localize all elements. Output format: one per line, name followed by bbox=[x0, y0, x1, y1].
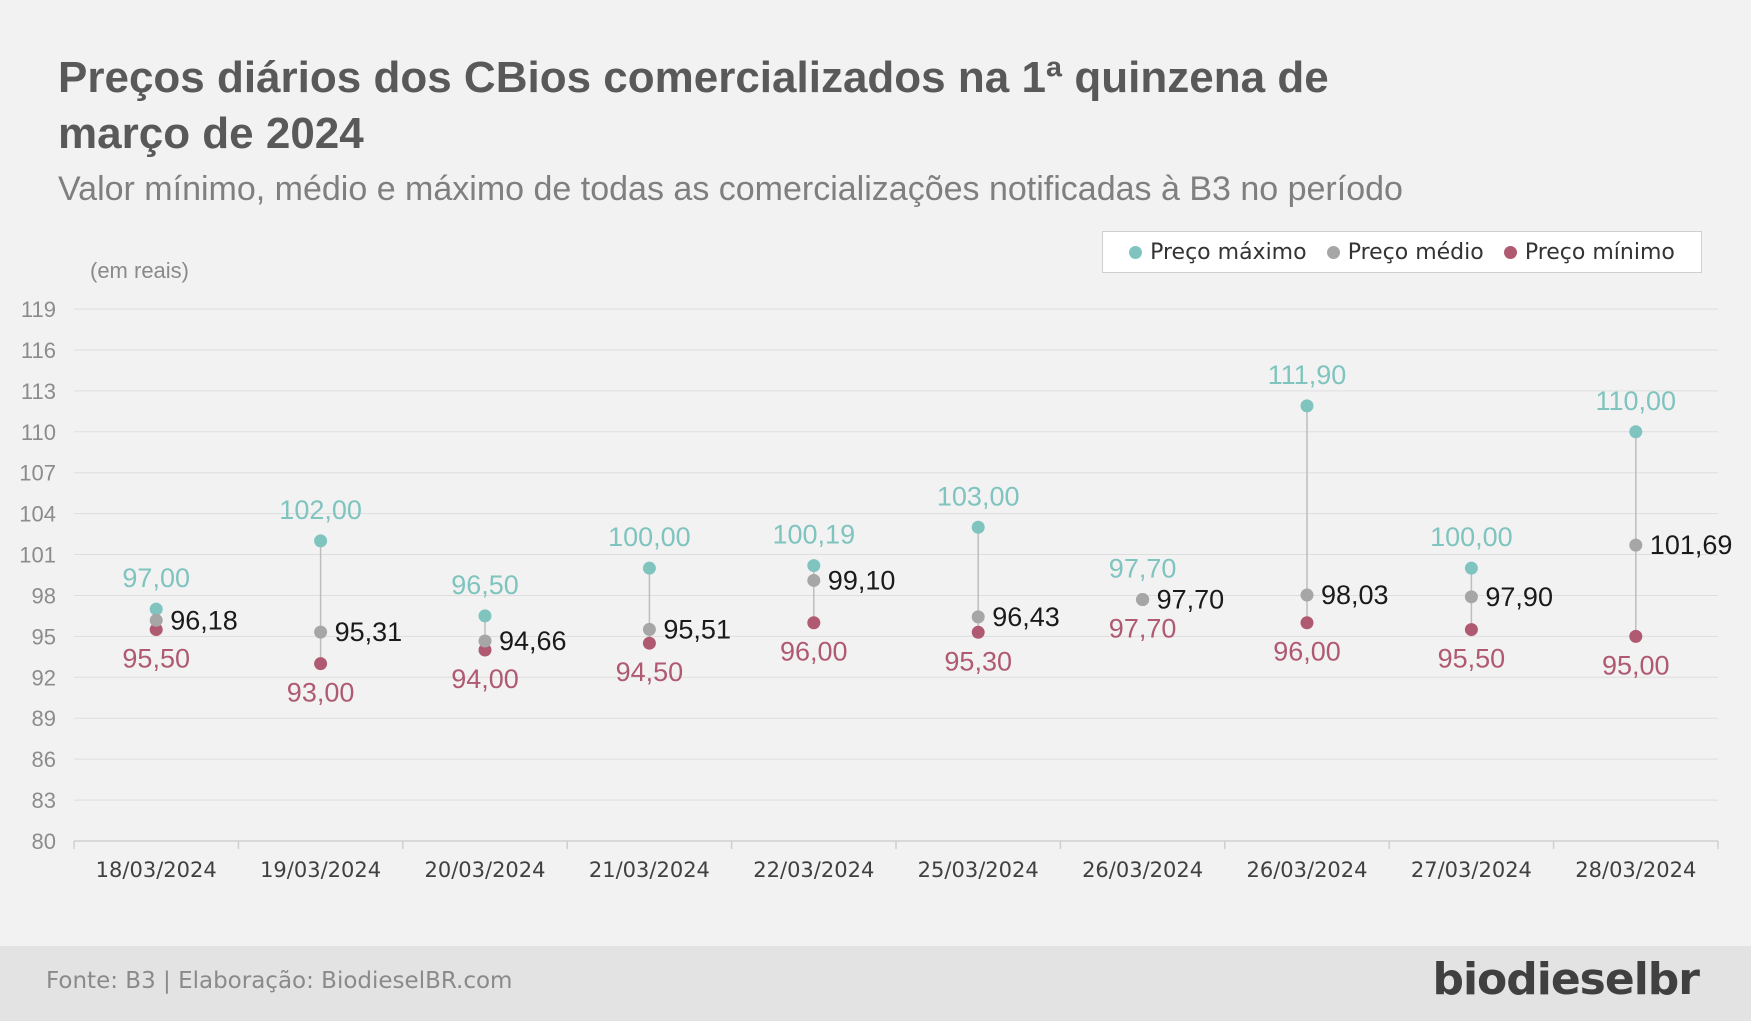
min-data-label: 96,00 bbox=[780, 637, 848, 667]
y-tick-label: 110 bbox=[21, 420, 56, 445]
legend-item-max: Preço máximo bbox=[1129, 239, 1307, 265]
max-data-label: 103,00 bbox=[937, 481, 1020, 511]
x-tick-label: 27/03/2024 bbox=[1411, 858, 1532, 882]
avg-point bbox=[478, 634, 492, 648]
y-tick-label: 104 bbox=[19, 502, 56, 527]
max-point bbox=[478, 609, 492, 623]
min-data-label: 95,50 bbox=[1438, 644, 1506, 674]
x-tick-label: 18/03/2024 bbox=[96, 858, 217, 882]
max-data-label: 97,70 bbox=[1109, 554, 1177, 584]
avg-data-label: 94,66 bbox=[499, 626, 567, 656]
min-point bbox=[971, 625, 985, 639]
y-tick-label: 89 bbox=[32, 706, 56, 731]
min-point bbox=[314, 657, 328, 671]
min-point bbox=[478, 643, 492, 657]
max-data-label: 97,00 bbox=[122, 563, 190, 593]
avg-data-label: 101,69 bbox=[1650, 530, 1733, 560]
max-point bbox=[149, 602, 163, 616]
min-data-label: 97,70 bbox=[1109, 614, 1177, 644]
max-data-label: 111,90 bbox=[1268, 360, 1347, 390]
avg-point bbox=[642, 622, 656, 636]
max-point bbox=[807, 559, 821, 573]
avg-data-label: 96,43 bbox=[992, 602, 1060, 632]
min-data-label: 95,00 bbox=[1602, 650, 1670, 680]
avg-point bbox=[807, 573, 821, 587]
x-tick-label: 20/03/2024 bbox=[424, 858, 545, 882]
x-tick-label: 25/03/2024 bbox=[918, 858, 1039, 882]
legend: Preço máximo Preço médio Preço mínimo bbox=[1102, 231, 1702, 273]
legend-min-dot-icon bbox=[1503, 245, 1517, 259]
legend-item-avg: Preço médio bbox=[1326, 239, 1484, 265]
avg-point bbox=[1136, 593, 1150, 607]
avg-data-label: 95,31 bbox=[335, 617, 403, 647]
avg-data-label: 96,18 bbox=[170, 605, 238, 635]
chart-plot: 80 83 86 89 92 95 98 101 104 107 110 113 116 119 18/03… bbox=[19, 297, 1733, 882]
min-point bbox=[1464, 623, 1478, 637]
avg-data-label: 97,90 bbox=[1485, 582, 1553, 612]
max-data-label: 100,00 bbox=[608, 522, 691, 552]
avg-point bbox=[314, 625, 328, 639]
min-data-label: 95,30 bbox=[944, 646, 1012, 676]
legend-avg-label: Preço médio bbox=[1347, 239, 1484, 265]
min-data-label: 93,00 bbox=[287, 678, 355, 708]
x-tick-label: 22/03/2024 bbox=[753, 858, 874, 882]
max-point bbox=[1300, 399, 1314, 413]
legend-min-label: Preço mínimo bbox=[1524, 239, 1675, 265]
max-point bbox=[314, 534, 328, 548]
min-point bbox=[642, 636, 656, 650]
y-tick-label: 83 bbox=[32, 788, 56, 813]
avg-point bbox=[1629, 538, 1643, 552]
max-data-label: 96,50 bbox=[451, 570, 519, 600]
chart-subtitle: Valor mínimo, médio e máximo de todas as… bbox=[58, 170, 1403, 208]
source-text: Fonte: B3 | Elaboração: BiodieselBR.com bbox=[46, 968, 513, 994]
y-tick-label: 86 bbox=[32, 747, 56, 772]
x-tick-label: 26/03/2024 bbox=[1246, 858, 1367, 882]
max-point bbox=[971, 520, 985, 534]
max-data-label: 100,19 bbox=[773, 520, 856, 550]
y-tick-label: 98 bbox=[32, 583, 56, 608]
legend-max-label: Preço máximo bbox=[1150, 239, 1307, 265]
footer: Fonte: B3 | Elaboração: BiodieselBR.com … bbox=[0, 946, 1751, 1021]
avg-point bbox=[149, 613, 163, 627]
y-tick-label: 113 bbox=[21, 379, 56, 404]
avg-data-label: 98,03 bbox=[1321, 580, 1389, 610]
x-tick-label: 28/03/2024 bbox=[1575, 858, 1696, 882]
avg-data-label: 99,10 bbox=[828, 565, 896, 595]
y-tick-label: 107 bbox=[19, 461, 56, 486]
x-tick-label: 21/03/2024 bbox=[589, 858, 710, 882]
y-tick-label: 80 bbox=[32, 829, 56, 854]
max-data-label: 110,00 bbox=[1596, 386, 1677, 416]
max-point bbox=[1629, 425, 1643, 439]
x-tick-label: 26/03/2024 bbox=[1082, 858, 1203, 882]
legend-max-dot-icon bbox=[1129, 245, 1143, 259]
max-point bbox=[1464, 561, 1478, 575]
avg-point bbox=[971, 610, 985, 624]
avg-point bbox=[1300, 588, 1314, 602]
min-data-label: 94,50 bbox=[616, 657, 684, 687]
min-data-label: 95,50 bbox=[122, 644, 190, 674]
min-point bbox=[807, 616, 821, 630]
y-tick-label: 116 bbox=[21, 338, 56, 363]
max-data-label: 100,00 bbox=[1430, 522, 1513, 552]
brand-logo: biodieselbr bbox=[1432, 954, 1700, 1005]
min-point bbox=[1629, 629, 1643, 643]
legend-item-min: Preço mínimo bbox=[1503, 239, 1675, 265]
max-point bbox=[642, 561, 656, 575]
min-point bbox=[149, 623, 163, 637]
y-tick-label: 92 bbox=[32, 665, 56, 690]
min-data-label: 96,00 bbox=[1273, 637, 1341, 667]
avg-data-label: 97,70 bbox=[1157, 585, 1225, 615]
x-tick-label: 19/03/2024 bbox=[260, 858, 381, 882]
avg-data-label: 95,51 bbox=[663, 614, 731, 644]
y-tick-label: 119 bbox=[21, 297, 56, 322]
min-point bbox=[1300, 616, 1314, 630]
y-tick-label: 95 bbox=[32, 624, 56, 649]
min-data-label: 94,00 bbox=[451, 664, 519, 694]
y-tick-label: 101 bbox=[19, 543, 56, 568]
max-data-label: 102,00 bbox=[279, 495, 362, 525]
chart-title: Preços diários dos CBios comercializados… bbox=[58, 53, 1329, 158]
avg-point bbox=[1464, 590, 1478, 604]
y-axis-unit-label: (em reais) bbox=[90, 258, 190, 283]
legend-avg-dot-icon bbox=[1326, 245, 1340, 259]
